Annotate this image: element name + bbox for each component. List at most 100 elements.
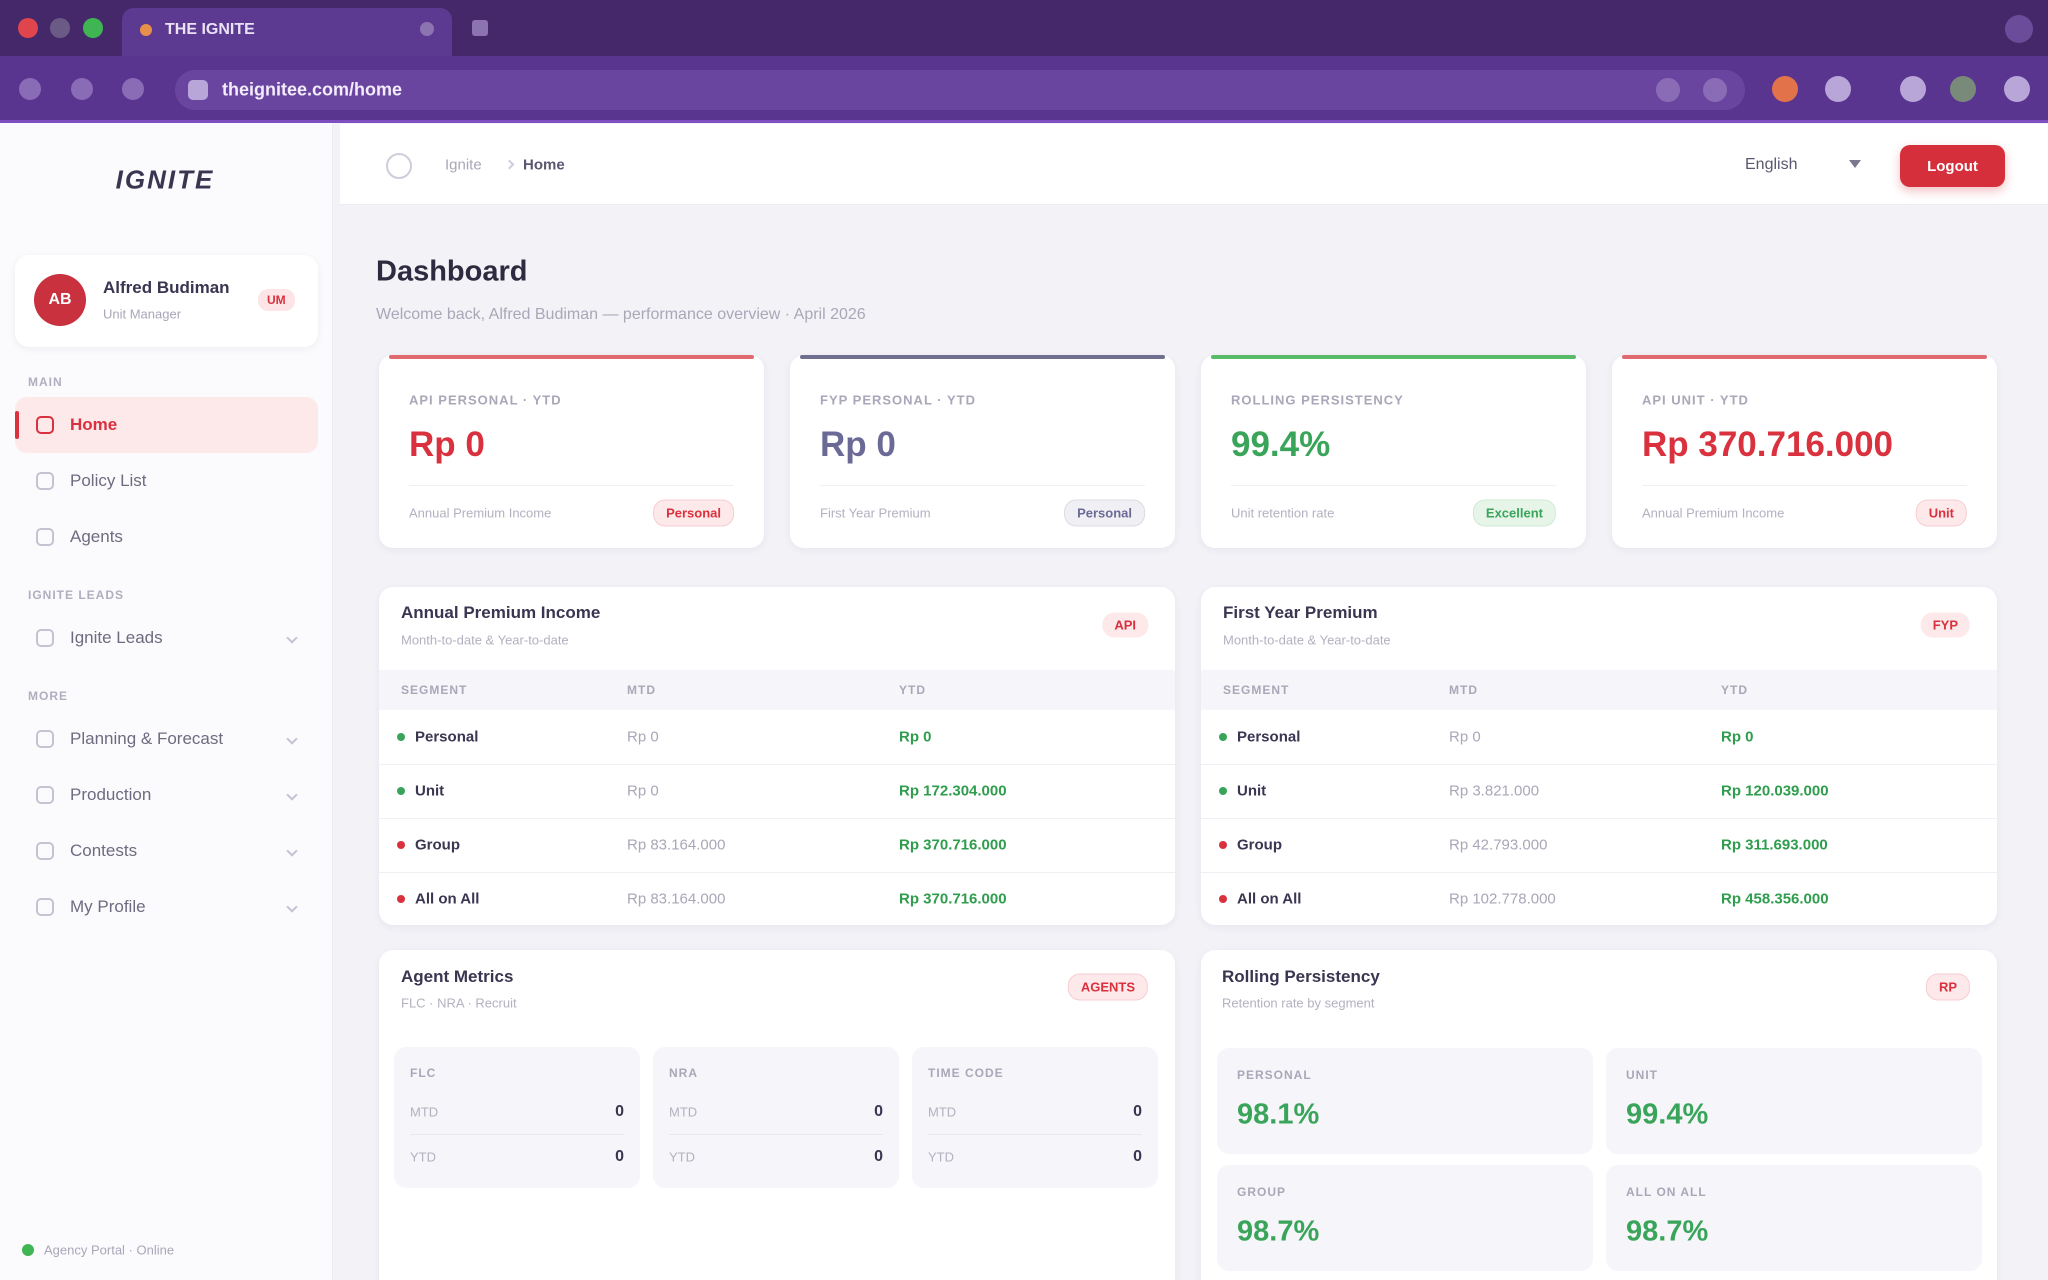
nav-icon [36,786,54,804]
nav-icon [36,472,54,490]
metric-label: TIME CODE [928,1066,1004,1080]
table-card [1201,587,1997,925]
persistency-value: 98.1% [1237,1098,1320,1131]
table-header [1201,670,1997,710]
persistency-label: GROUP [1237,1185,1287,1199]
metric-period: YTD [928,1149,954,1165]
nav-item[interactable]: Contests [70,841,138,860]
kpi-badge: Personal [653,499,734,527]
cell: Rp 0 [1721,728,1754,746]
persistency-value: 98.7% [1626,1215,1709,1248]
new-tab[interactable] [472,20,488,36]
kpi-note: Unit retention rate [1231,505,1335,521]
nav-icon [36,416,54,434]
nav-item[interactable]: Production [70,785,152,804]
kpi-value: 99.4% [1231,425,1331,464]
avatar: AB [34,274,86,326]
url-action[interactable] [1703,78,1727,102]
cell: Rp 370.716.000 [899,890,1007,908]
section-label: MAIN [28,375,63,389]
cell: Rp 172.304.000 [899,782,1007,800]
nav-item[interactable]: Agents [70,527,123,546]
nav-button[interactable] [122,78,144,100]
row-divider [379,818,1175,819]
status-dot [22,1244,34,1256]
extension[interactable] [1772,76,1798,102]
metric-divider [410,1134,624,1135]
tab-icon [140,24,152,36]
metric-value: 0 [615,1103,624,1120]
nav-item[interactable]: Ignite Leads [70,628,163,647]
cell: Rp 0 [1449,728,1481,746]
url-action[interactable] [1656,78,1680,102]
persistency-box [1606,1165,1982,1271]
nav-icon [36,730,54,748]
kpi-divider [1231,485,1556,486]
profile-menu[interactable] [2005,15,2033,43]
persistency-label: ALL ON ALL [1626,1185,1707,1199]
nav-item[interactable]: Planning & Forecast [70,729,224,748]
nav-active[interactable] [15,397,318,453]
tab-title: THE IGNITE [165,21,255,38]
kpi-label: ROLLING PERSISTENCY [1231,392,1404,408]
metric-period: YTD [669,1149,695,1165]
card-title: Rolling Persistency [1222,967,1380,986]
breadcrumb-current: Home [523,156,565,174]
section-label: IGNITE LEADS [28,588,125,602]
cell: Rp 102.778.000 [1449,890,1556,908]
kpi-divider [1642,485,1967,486]
nav-item[interactable]: Policy List [70,471,147,490]
kpi-value: Rp 0 [820,425,896,464]
window-button[interactable] [18,18,38,38]
kpi-label: FYP PERSONAL · YTD [820,392,976,408]
kpi-label: API PERSONAL · YTD [409,392,562,408]
card-subtitle: FLC · NRA · Recruit [401,995,517,1011]
url-field[interactable] [175,70,1745,110]
segment-dot [397,787,405,795]
extension[interactable] [2004,76,2030,102]
table-header [379,670,1175,710]
language[interactable]: English [1745,156,1798,173]
segment-name: Personal [1237,728,1301,746]
segment-dot [1219,733,1227,741]
table-badge: API [1102,612,1148,638]
cell: Rp 311.693.000 [1721,836,1828,854]
window-button[interactable] [83,18,103,38]
cell: Rp 42.793.000 [1449,836,1548,854]
segment-name: Group [1237,836,1282,854]
tab[interactable] [122,8,452,56]
avatar-initials: AB [48,291,72,308]
top-header [340,124,2048,205]
extension[interactable] [1825,76,1851,102]
tab-close[interactable] [420,22,434,36]
extension[interactable] [1900,76,1926,102]
extension[interactable] [1950,76,1976,102]
persistency-value: 98.7% [1237,1215,1320,1248]
row-divider [1201,818,1997,819]
nav-icon [36,528,54,546]
table-title: First Year Premium [1223,603,1378,622]
section-label: MORE [28,689,68,703]
logout-button[interactable]: Logout [1900,145,2005,187]
nav-item[interactable]: My Profile [70,897,146,916]
cell: Rp 370.716.000 [899,836,1007,854]
metric-box [912,1047,1158,1188]
nav-button[interactable] [19,78,41,100]
segment-dot [397,841,405,849]
window-button[interactable] [50,18,70,38]
column-header: YTD [1721,683,1748,697]
menu-toggle[interactable] [386,153,412,179]
metric-value: 0 [874,1103,883,1120]
kpi-badge: Unit [1915,499,1967,527]
language-arrow[interactable] [1849,160,1861,168]
page-subtitle: Welcome back, Alfred Budiman — performan… [376,306,866,323]
logout-label: Logout [1927,157,1978,175]
kpi-badge: Personal [1064,499,1145,527]
persistency-box [1606,1048,1982,1154]
breadcrumb[interactable]: Ignite [445,156,482,174]
nav-button[interactable] [71,78,93,100]
row-divider [379,872,1175,873]
kpi-note: First Year Premium [820,505,931,521]
segment-name: Unit [1237,782,1267,800]
nav-item[interactable]: Home [70,415,118,434]
